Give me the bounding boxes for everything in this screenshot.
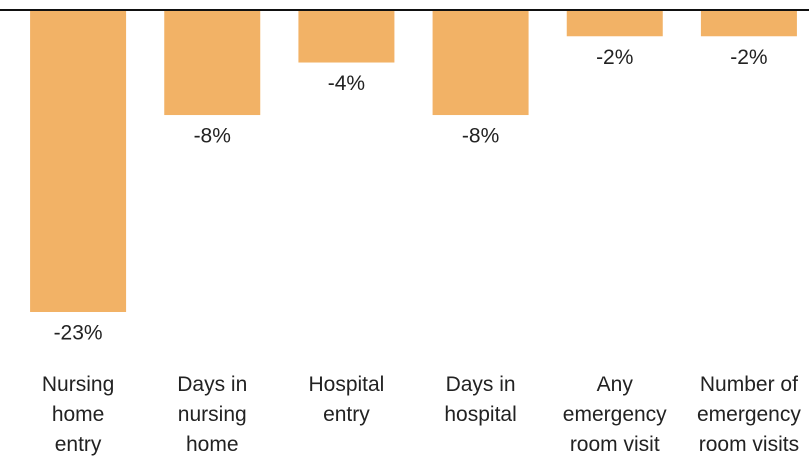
bar (164, 10, 261, 116)
x-tick-label: Any emergency room visit (563, 373, 667, 456)
x-tick-label: Days in hospital (444, 373, 516, 426)
value-label: -2% (596, 46, 633, 69)
x-tick-label: Days in nursing home (177, 373, 247, 456)
bar (566, 10, 663, 37)
bar (700, 10, 797, 37)
value-label: -8% (462, 125, 499, 148)
x-tick-label: Number of emergency room visits (697, 373, 801, 456)
value-label: -4% (328, 72, 365, 95)
x-tick-label: Hospital entry (308, 373, 384, 426)
value-label: -8% (194, 125, 231, 148)
value-label: -2% (730, 46, 767, 69)
value-label: -23% (54, 322, 103, 345)
x-tick-label: Nursing home entry (42, 373, 114, 456)
bar (432, 10, 529, 116)
bar (30, 10, 127, 312)
bar (298, 10, 395, 63)
